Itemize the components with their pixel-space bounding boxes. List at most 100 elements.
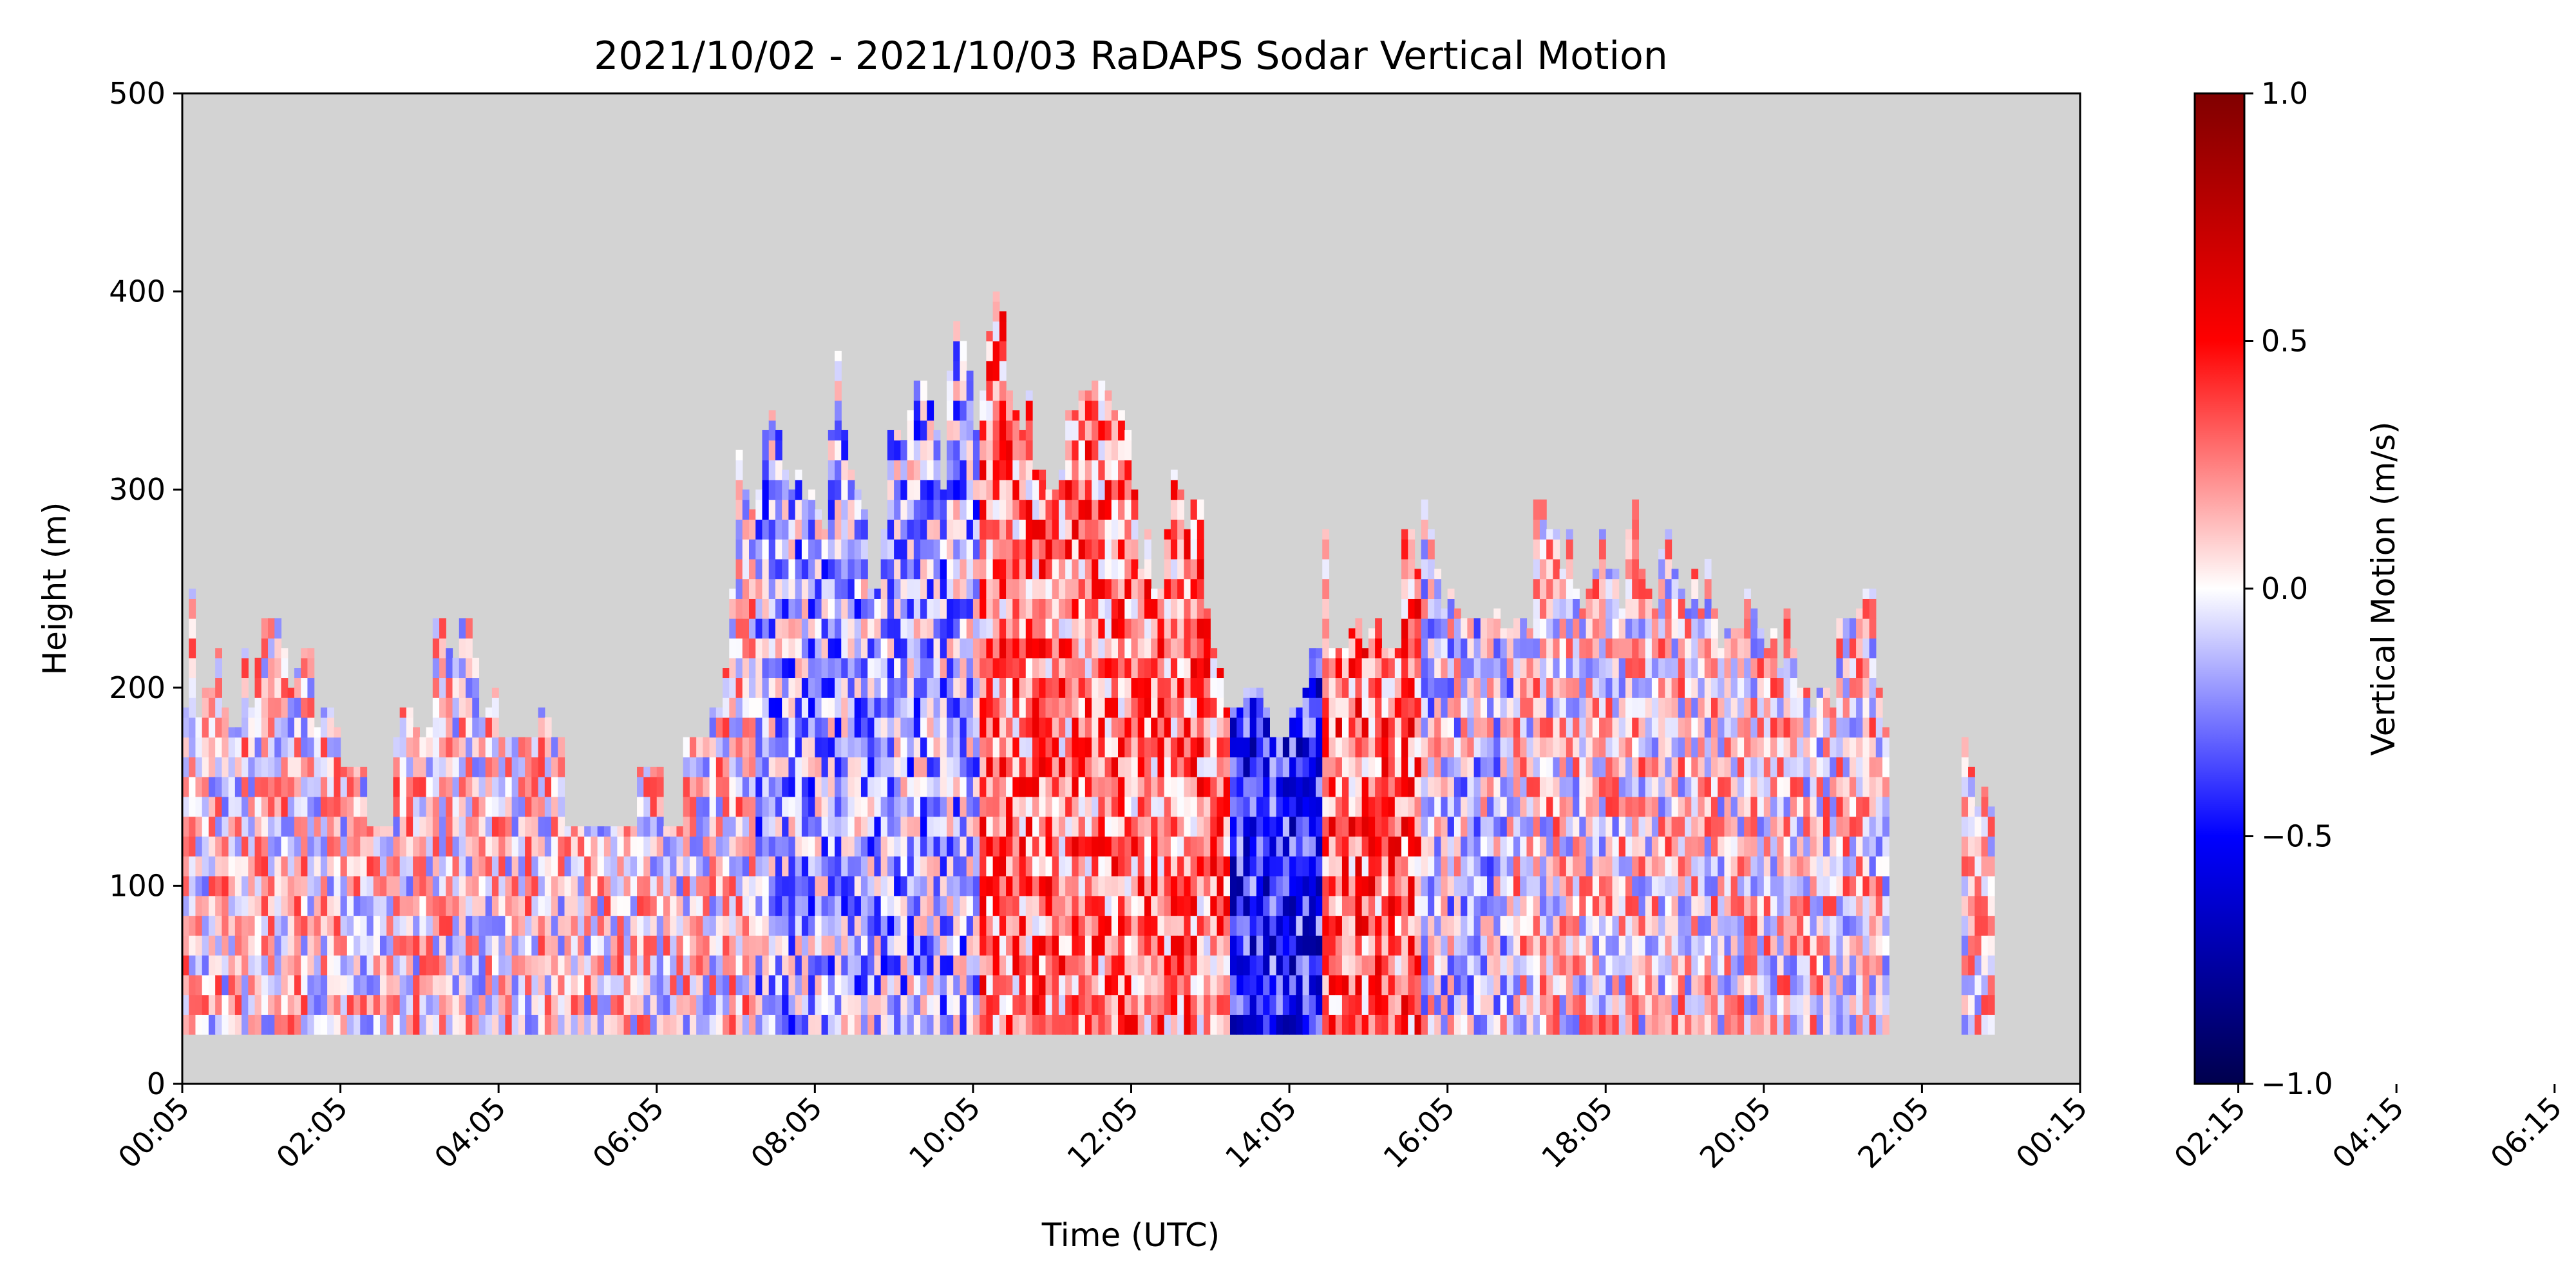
heatmap-cell xyxy=(762,796,770,817)
heatmap-cell xyxy=(900,479,908,500)
heatmap-cell xyxy=(1084,390,1092,401)
heatmap-cell xyxy=(821,677,829,698)
heatmap-cell xyxy=(1651,717,1659,738)
heatmap-cell xyxy=(1032,519,1039,540)
heatmap-cell xyxy=(1473,677,1481,698)
heatmap-cell xyxy=(986,638,994,659)
heatmap-cell xyxy=(643,1014,651,1035)
heatmap-cell xyxy=(808,717,815,738)
heatmap-cell xyxy=(1322,578,1330,599)
heatmap-cell xyxy=(913,598,921,619)
heatmap-cell xyxy=(478,876,486,896)
heatmap-cell xyxy=(591,836,598,857)
heatmap-cell xyxy=(848,994,855,1015)
heatmap-cell xyxy=(1164,598,1171,619)
heatmap-cell xyxy=(571,895,578,916)
heatmap-cell xyxy=(1217,856,1224,876)
heatmap-cell xyxy=(1316,915,1323,936)
heatmap-cell xyxy=(518,816,526,837)
heatmap-cell xyxy=(1638,955,1646,976)
heatmap-cell xyxy=(1612,578,1620,599)
heatmap-cell xyxy=(366,836,374,857)
heatmap-cell xyxy=(1579,618,1587,639)
heatmap-cell xyxy=(215,816,222,837)
heatmap-cell xyxy=(735,915,743,936)
heatmap-cell xyxy=(1223,895,1231,916)
heatmap-cell xyxy=(953,677,961,698)
heatmap-cell xyxy=(920,479,927,500)
heatmap-cell xyxy=(1098,479,1106,500)
heatmap-cell xyxy=(689,1014,697,1035)
heatmap-cell xyxy=(1658,618,1665,639)
heatmap-cell xyxy=(1316,757,1323,777)
heatmap-cell xyxy=(835,895,842,916)
heatmap-cell xyxy=(1078,955,1086,976)
heatmap-cell xyxy=(854,658,862,679)
heatmap-cell xyxy=(723,836,730,857)
heatmap-cell xyxy=(1605,717,1613,738)
heatmap-cell xyxy=(933,717,941,738)
heatmap-cell xyxy=(577,955,585,976)
heatmap-cell xyxy=(729,816,737,837)
heatmap-cell xyxy=(432,737,440,758)
heatmap-cell xyxy=(1309,836,1316,857)
heatmap-cell xyxy=(1388,816,1396,837)
heatmap-cell xyxy=(1335,935,1343,956)
heatmap-cell xyxy=(1131,519,1139,540)
heatmap-cell xyxy=(742,994,750,1015)
heatmap-cell xyxy=(307,777,315,797)
heatmap-cell xyxy=(1605,777,1613,797)
heatmap-cell xyxy=(880,658,888,679)
heatmap-cell xyxy=(1500,638,1508,659)
heatmap-cell xyxy=(1243,796,1251,817)
heatmap-cell xyxy=(1329,974,1336,996)
heatmap-cell xyxy=(1388,836,1396,857)
heatmap-cell xyxy=(1170,717,1178,738)
heatmap-cell xyxy=(1658,658,1665,679)
heatmap-cell xyxy=(729,856,737,876)
heatmap-cell xyxy=(419,895,427,916)
heatmap-cell xyxy=(1500,796,1508,817)
heatmap-cell xyxy=(801,955,809,976)
heatmap-cell xyxy=(841,915,849,936)
heatmap-cell xyxy=(525,836,532,857)
heatmap-cell xyxy=(294,757,301,777)
heatmap-cell xyxy=(1401,598,1408,619)
heatmap-cell xyxy=(307,658,315,679)
heatmap-cell xyxy=(1375,717,1382,738)
heatmap-cell xyxy=(1454,618,1461,639)
heatmap-cell xyxy=(1197,618,1204,639)
heatmap-cell xyxy=(1092,737,1099,758)
heatmap-cell xyxy=(1084,598,1092,619)
heatmap-cell xyxy=(511,935,519,956)
heatmap-cell xyxy=(1632,856,1640,876)
heatmap-cell xyxy=(603,955,611,976)
heatmap-cell xyxy=(1084,440,1092,460)
heatmap-cell xyxy=(953,381,961,401)
heatmap-cell xyxy=(1632,697,1640,718)
heatmap-cell xyxy=(1361,895,1369,916)
heatmap-cell xyxy=(1454,895,1461,916)
heatmap-cell xyxy=(1408,658,1416,679)
heatmap-cell xyxy=(1006,777,1013,797)
heatmap-cell xyxy=(1144,915,1151,936)
heatmap-cell xyxy=(1104,856,1112,876)
heatmap-cell xyxy=(360,816,368,837)
heatmap-cell xyxy=(1618,618,1626,639)
heatmap-cell xyxy=(1289,836,1296,857)
heatmap-cell xyxy=(1065,935,1073,956)
heatmap-cell xyxy=(1052,697,1059,718)
heatmap-cell xyxy=(775,737,782,758)
heatmap-cell xyxy=(887,777,895,797)
heatmap-cell xyxy=(1072,578,1079,599)
heatmap-cell xyxy=(801,519,809,540)
heatmap-cell xyxy=(1032,1014,1039,1035)
heatmap-cell xyxy=(953,539,961,560)
heatmap-cell xyxy=(307,856,315,876)
heatmap-cell xyxy=(1421,876,1428,896)
heatmap-cell xyxy=(1461,856,1468,876)
heatmap-cell xyxy=(491,915,499,936)
heatmap-cell xyxy=(880,856,888,876)
heatmap-cell xyxy=(1539,677,1547,698)
heatmap-cell xyxy=(1349,955,1356,976)
